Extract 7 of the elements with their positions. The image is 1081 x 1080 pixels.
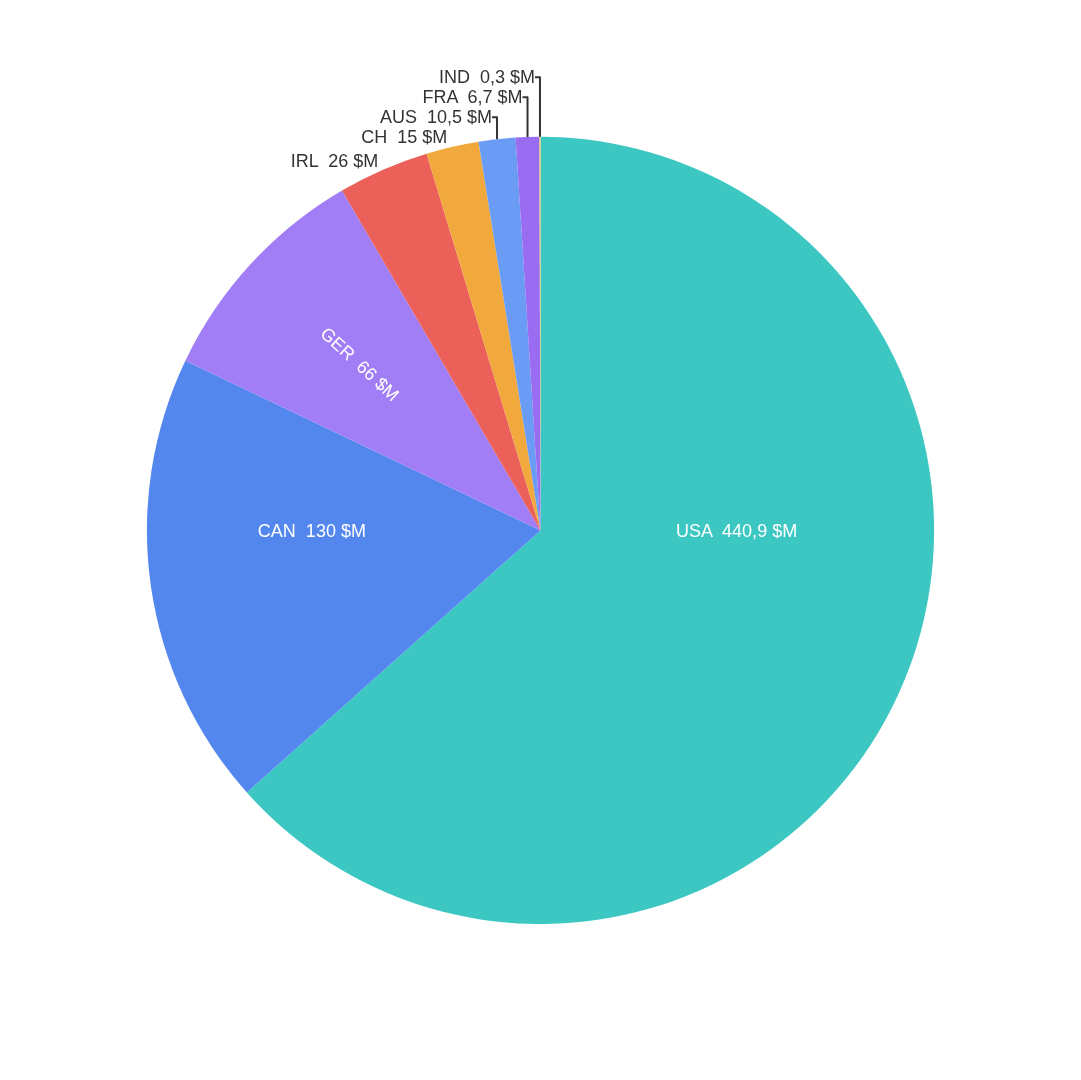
slice-label: FRA 6,7 $M (422, 87, 523, 108)
slice-label: AUS 10,5 $M (379, 107, 493, 128)
slice-label: USA 440,9 $M (676, 520, 798, 541)
slice-label: IND 0,3 $M (438, 67, 535, 88)
slice-label: CAN 130 $M (257, 520, 366, 541)
slice-label: CH 15 $M (361, 127, 448, 148)
slice-label: IRL 26 $M (290, 151, 379, 172)
